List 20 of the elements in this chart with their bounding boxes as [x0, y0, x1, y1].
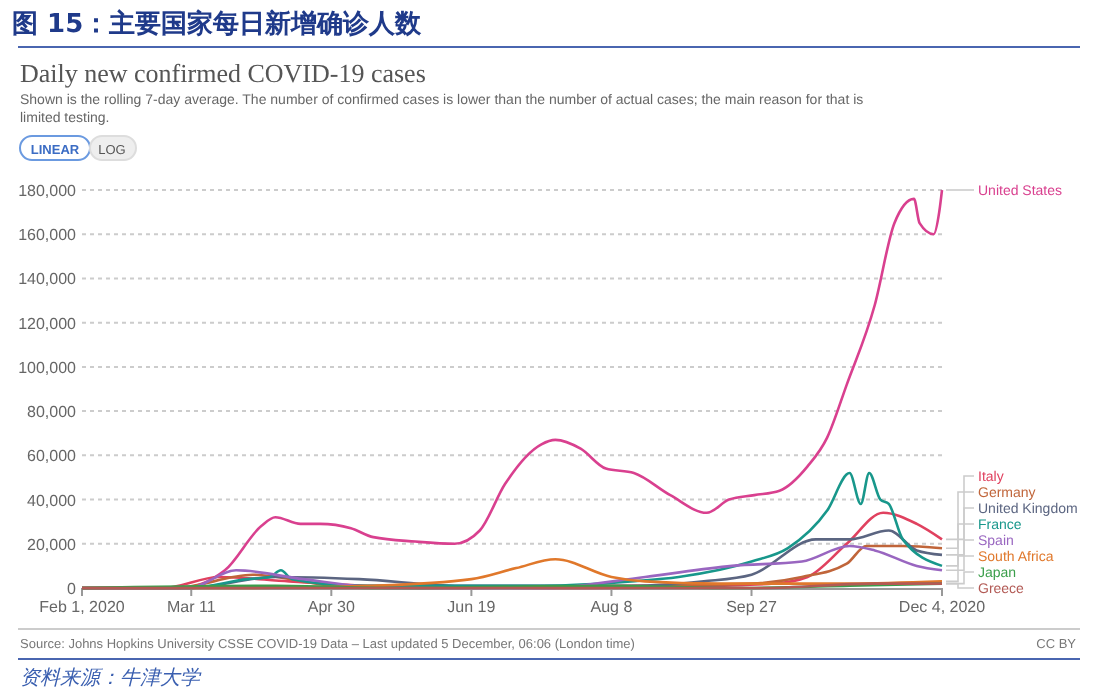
y-tick-label: 140,000	[18, 270, 78, 289]
x-tick-label: Aug 8	[590, 598, 634, 616]
y-tick-label: 100,000	[18, 358, 78, 377]
y-tick-label: 40,000	[27, 491, 78, 510]
chart-subtitle: Daily new confirmed COVID-19 cases	[20, 58, 426, 88]
y-tick-label: 120,000	[18, 314, 78, 333]
y-tick-label: 160,000	[18, 226, 78, 245]
x-tick-label: Jun 19	[447, 598, 497, 616]
y-tick-label: 0	[67, 580, 78, 598]
x-tick-label: Apr 30	[307, 598, 356, 616]
y-tick-label: 80,000	[27, 403, 78, 422]
x-tick-label: Dec 4, 2020	[898, 598, 987, 616]
x-tick-label: Feb 1, 2020	[39, 598, 126, 616]
y-tick-label: 20,000	[27, 535, 78, 554]
x-tick-label: Sep 27	[726, 598, 778, 616]
text: 资料来源：牛津大学	[20, 666, 202, 690]
y-tick-label: 180,000	[18, 182, 78, 200]
x-tick-label: Mar 11	[166, 598, 217, 616]
chart-title: 图 15：主要国家每日新增确诊人数	[12, 8, 424, 40]
y-tick-label: 60,000	[27, 447, 78, 466]
